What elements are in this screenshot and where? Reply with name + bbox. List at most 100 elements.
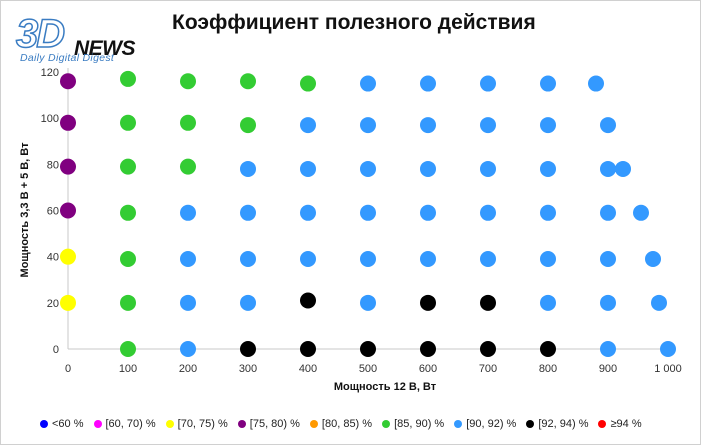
data-point: [480, 294, 496, 311]
legend-label: <60 %: [52, 418, 84, 430]
legend-item: [75, 80) %: [237, 418, 300, 430]
data-point: [540, 117, 556, 134]
data-point: [420, 160, 436, 177]
data-point: [645, 250, 661, 267]
data-point: [120, 158, 136, 175]
data-point: [420, 250, 436, 267]
legend-marker: [598, 420, 607, 428]
data-point: [120, 114, 136, 131]
data-point: [120, 70, 136, 87]
legend-item: [92, 94) %: [526, 418, 588, 430]
data-point: [300, 250, 316, 267]
x-tick-label: 1 000: [654, 363, 682, 375]
data-point: [240, 73, 256, 90]
data-point: [420, 204, 436, 221]
data-point: [240, 204, 256, 221]
data-point: [651, 294, 667, 311]
data-point: [480, 250, 496, 267]
data-point: [360, 250, 376, 267]
x-tick-label: 100: [119, 363, 137, 375]
data-point: [600, 294, 616, 311]
data-point: [480, 341, 496, 357]
data-point: [540, 160, 556, 177]
data-point: [60, 114, 76, 131]
data-point: [300, 341, 316, 357]
data-point: [120, 204, 136, 221]
legend-label: [90, 92) %: [466, 418, 517, 430]
legend-label: [80, 85) %: [321, 418, 373, 430]
data-point: [60, 158, 76, 175]
data-point: [480, 204, 496, 221]
data-point: [600, 341, 616, 357]
legend-label: [70, 75) %: [177, 418, 228, 430]
data-point: [480, 160, 496, 177]
legend-marker: [382, 420, 391, 428]
y-tick-label: 60: [47, 206, 59, 218]
chart-legend: <60 % [60, 70) % [70, 75) % [75, 80) % [80, …: [40, 415, 700, 433]
legend-marker: [237, 420, 246, 428]
data-point: [180, 114, 196, 131]
data-point: [615, 160, 631, 177]
data-point: [480, 75, 496, 92]
y-tick-label: 120: [41, 67, 59, 79]
x-tick-label: 600: [419, 363, 437, 375]
data-point: [420, 294, 436, 311]
legend-item: [90, 92) %: [454, 418, 516, 430]
data-point: [180, 341, 196, 357]
data-point: [360, 117, 376, 134]
data-point: [300, 160, 316, 177]
legend-item: [85, 90) %: [382, 418, 444, 430]
data-point: [240, 117, 256, 134]
legend-label: ≥94 %: [610, 418, 642, 430]
x-tick-label: 800: [539, 363, 557, 375]
data-point: [120, 294, 136, 311]
legend-item: ≥94 %: [598, 418, 642, 430]
data-point: [600, 204, 616, 221]
data-point: [120, 250, 136, 267]
x-tick-label: 0: [65, 363, 71, 375]
data-point: [180, 204, 196, 221]
legend-label: [92, 94) %: [538, 418, 589, 430]
data-point: [360, 204, 376, 221]
x-tick-label: 700: [479, 363, 497, 375]
logo-news-word: NEWS: [74, 37, 136, 60]
site-logo: 3D NEWS Daily Digital Digest: [15, 13, 176, 66]
chart-title: Коэффициент полезного действия: [172, 11, 536, 34]
y-tick-label: 80: [47, 159, 59, 171]
data-point: [60, 248, 76, 265]
data-point: [180, 250, 196, 267]
data-point: [300, 75, 316, 92]
legend-label: [85, 90) %: [394, 418, 445, 430]
data-point: [540, 204, 556, 221]
data-point: [360, 341, 376, 357]
x-axis-label: Мощность 12 В, Вт: [334, 381, 437, 393]
data-point: [240, 294, 256, 311]
legend-marker: [309, 420, 318, 428]
y-tick-label: 0: [53, 344, 59, 356]
legend-label: [60, 70) %: [105, 418, 156, 430]
data-point: [180, 73, 196, 90]
data-point: [600, 160, 616, 177]
x-tick-label: 300: [239, 363, 257, 375]
data-point: [240, 341, 256, 357]
data-point: [360, 294, 376, 311]
data-point: [60, 202, 76, 219]
data-point: [300, 117, 316, 134]
legend-marker: [93, 420, 102, 428]
y-axis-label: Мощность 3,3 В + 5 В, Вт: [19, 142, 31, 278]
data-point: [660, 341, 676, 357]
data-point: [420, 75, 436, 92]
data-point: [540, 294, 556, 311]
legend-marker: [526, 420, 535, 428]
legend-item: [80, 85) %: [309, 418, 373, 430]
data-point: [540, 250, 556, 267]
data-point: [588, 75, 604, 92]
y-tick-label: 20: [47, 298, 59, 310]
data-point: [420, 117, 436, 134]
data-point: [420, 341, 436, 357]
data-point: [180, 294, 196, 311]
legend-marker: [165, 420, 174, 428]
legend-item: <60 %: [40, 418, 84, 430]
data-point: [120, 341, 136, 357]
data-point: [600, 250, 616, 267]
